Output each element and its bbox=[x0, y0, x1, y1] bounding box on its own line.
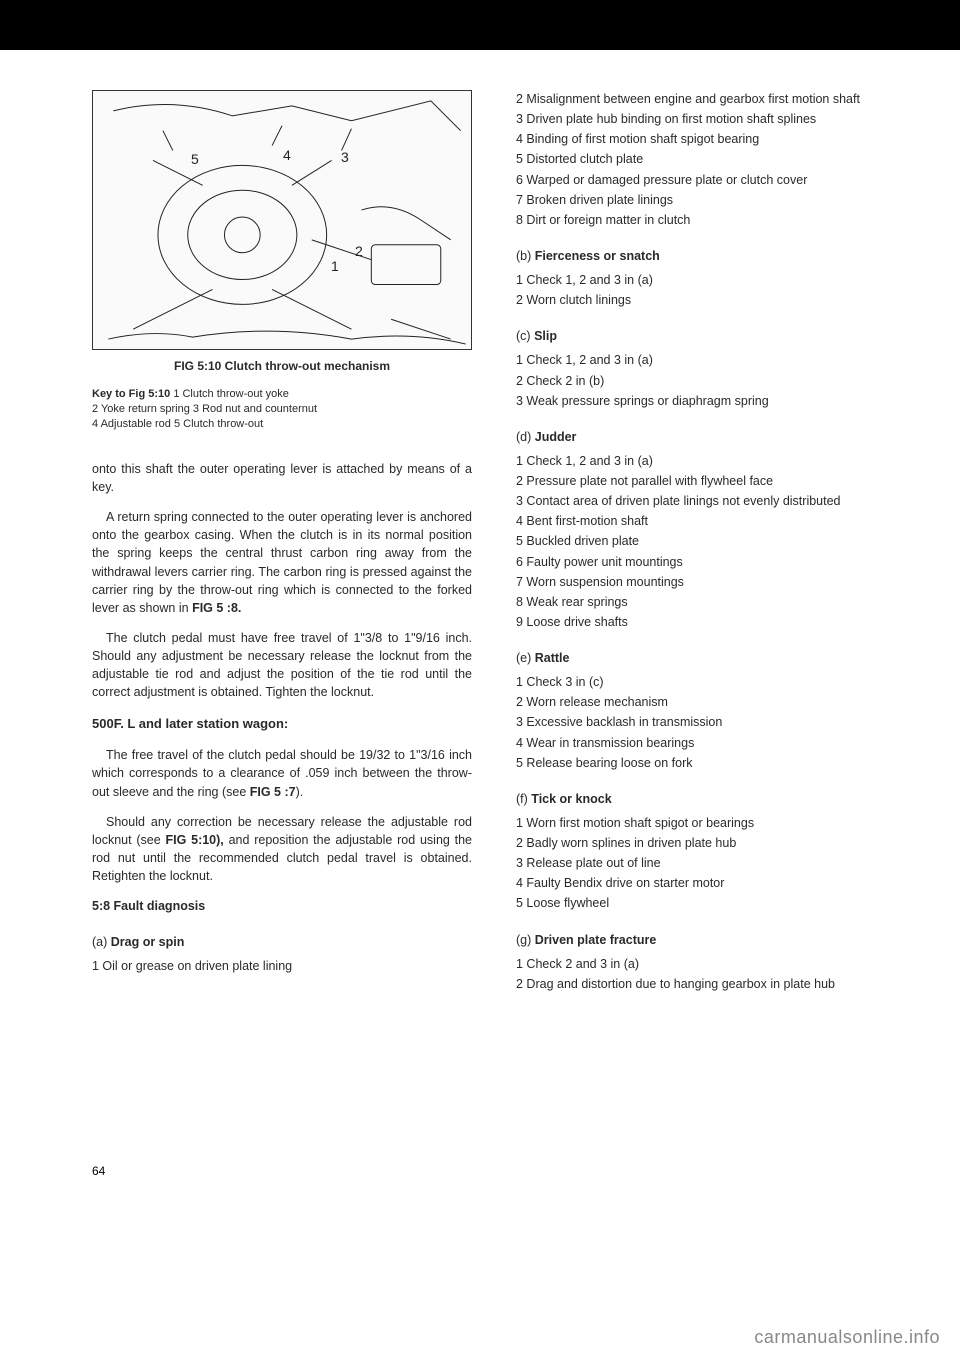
callout-1: 1 bbox=[331, 256, 339, 276]
callout-3: 3 bbox=[341, 147, 349, 167]
list-item: 3 Excessive backlash in transmission bbox=[516, 713, 896, 731]
list-item: 7 Worn suspension mountings bbox=[516, 573, 896, 591]
page-content: 5 4 3 2 1 FIG 5:10 Clutch throw-out mech… bbox=[0, 50, 960, 1025]
list-item: 9 Loose drive shafts bbox=[516, 613, 896, 631]
list-item: 1 Check 3 in (c) bbox=[516, 673, 896, 691]
callout-2: 2 bbox=[355, 241, 363, 261]
diag-e-prefix: (e) bbox=[516, 651, 535, 665]
diag-f-prefix: (f) bbox=[516, 792, 531, 806]
diag-g-prefix: (g) bbox=[516, 933, 535, 947]
clutch-sketch-svg bbox=[93, 91, 471, 349]
para-1: onto this shaft the outer operating leve… bbox=[92, 460, 472, 496]
callout-5: 5 bbox=[191, 149, 199, 169]
list-item: 1 Check 1, 2 and 3 in (a) bbox=[516, 351, 896, 369]
diag-f-list: 1 Worn first motion shaft spigot or bear… bbox=[516, 814, 896, 913]
figure-5-10-image: 5 4 3 2 1 bbox=[92, 90, 472, 350]
diag-g-title: Driven plate fracture bbox=[535, 933, 657, 947]
diag-a-head: (a) Drag or spin bbox=[92, 933, 472, 951]
diag-a-title: Drag or spin bbox=[111, 935, 185, 949]
list-item: 4 Bent first-motion shaft bbox=[516, 512, 896, 530]
para-2-figref: FIG 5 :8. bbox=[192, 601, 241, 615]
diag-e-list: 1 Check 3 in (c) 2 Worn release mechanis… bbox=[516, 673, 896, 772]
list-item: 2 Drag and distortion due to hanging gea… bbox=[516, 975, 896, 993]
list-item: 1 Check 1, 2 and 3 in (a) bbox=[516, 452, 896, 470]
list-item: 4 Wear in transmission bearings bbox=[516, 734, 896, 752]
diag-c-list: 1 Check 1, 2 and 3 in (a) 2 Check 2 in (… bbox=[516, 351, 896, 409]
diag-c-prefix: (c) bbox=[516, 329, 534, 343]
para-4-figref: FIG 5 :7 bbox=[250, 785, 296, 799]
figure-caption: FIG 5:10 Clutch throw-out mechanism bbox=[92, 358, 472, 375]
diag-f-title: Tick or knock bbox=[531, 792, 611, 806]
para-2: A return spring connected to the outer o… bbox=[92, 508, 472, 617]
list-item: 1 Check 1, 2 and 3 in (a) bbox=[516, 271, 896, 289]
para-5-figref: FIG 5:10), bbox=[166, 833, 224, 847]
list-item: 5 Buckled driven plate bbox=[516, 532, 896, 550]
top-black-bar bbox=[0, 0, 960, 50]
figure-key: Key to Fig 5:10 1 Clutch throw-out yoke2… bbox=[92, 387, 472, 432]
fault-diagnosis-head: 5:8 Fault diagnosis bbox=[92, 897, 472, 915]
list-item: 3 Weak pressure springs or diaphragm spr… bbox=[516, 392, 896, 410]
page-number: 64 bbox=[92, 1164, 105, 1178]
list-item: 2 Pressure plate not parallel with flywh… bbox=[516, 472, 896, 490]
list-item: 5 Release bearing loose on fork bbox=[516, 754, 896, 772]
list-item: 3 Release plate out of line bbox=[516, 854, 896, 872]
diag-e-title: Rattle bbox=[535, 651, 570, 665]
callout-4: 4 bbox=[283, 145, 291, 165]
diag-e-head: (e) Rattle bbox=[516, 649, 896, 667]
list-item: 5 Loose flywheel bbox=[516, 894, 896, 912]
list-item: 2 Check 2 in (b) bbox=[516, 372, 896, 390]
diag-c-title: Slip bbox=[534, 329, 557, 343]
para-4c: ). bbox=[296, 785, 304, 799]
list-item: 1 Oil or grease on driven plate lining bbox=[92, 957, 472, 975]
diag-b-title: Fierceness or snatch bbox=[535, 249, 660, 263]
right-column: 2 Misalignment between engine and gearbo… bbox=[516, 90, 896, 995]
list-item: 3 Contact area of driven plate linings n… bbox=[516, 492, 896, 510]
left-column: 5 4 3 2 1 FIG 5:10 Clutch throw-out mech… bbox=[92, 90, 472, 995]
list-item: 2 Worn release mechanism bbox=[516, 693, 896, 711]
list-item: 7 Broken driven plate linings bbox=[516, 191, 896, 209]
para-3: The clutch pedal must have free travel o… bbox=[92, 629, 472, 702]
list-item: 2 Misalignment between engine and gearbo… bbox=[516, 90, 896, 108]
diag-d-title: Judder bbox=[535, 430, 577, 444]
diag-a-prefix: (a) bbox=[92, 935, 111, 949]
diag-f-head: (f) Tick or knock bbox=[516, 790, 896, 808]
watermark: carmanualsonline.info bbox=[754, 1327, 940, 1348]
list-item: 5 Distorted clutch plate bbox=[516, 150, 896, 168]
diag-d-head: (d) Judder bbox=[516, 428, 896, 446]
list-item: 2 Worn clutch linings bbox=[516, 291, 896, 309]
para-5: Should any correction be necessary relea… bbox=[92, 813, 472, 886]
list-item: 8 Dirt or foreign matter in clutch bbox=[516, 211, 896, 229]
diag-g-head: (g) Driven plate fracture bbox=[516, 931, 896, 949]
list-item: 6 Faulty power unit mountings bbox=[516, 553, 896, 571]
diag-a-list: 1 Oil or grease on driven plate lining bbox=[92, 957, 472, 975]
list-item: 1 Worn first motion shaft spigot or bear… bbox=[516, 814, 896, 832]
diag-d-list: 1 Check 1, 2 and 3 in (a) 2 Pressure pla… bbox=[516, 452, 896, 631]
list-item: 8 Weak rear springs bbox=[516, 593, 896, 611]
diag-c-head: (c) Slip bbox=[516, 327, 896, 345]
para-2-text: A return spring connected to the outer o… bbox=[92, 510, 472, 615]
diag-a-list-continued: 2 Misalignment between engine and gearbo… bbox=[516, 90, 896, 229]
diag-d-prefix: (d) bbox=[516, 430, 535, 444]
diag-b-list: 1 Check 1, 2 and 3 in (a) 2 Worn clutch … bbox=[516, 271, 896, 309]
list-item: 6 Warped or damaged pressure plate or cl… bbox=[516, 171, 896, 189]
list-item: 3 Driven plate hub binding on first moti… bbox=[516, 110, 896, 128]
diag-g-list: 1 Check 2 and 3 in (a) 2 Drag and distor… bbox=[516, 955, 896, 993]
list-item: 4 Binding of first motion shaft spigot b… bbox=[516, 130, 896, 148]
section-500f-head: 500F. L and later station wagon: bbox=[92, 715, 472, 734]
list-item: 2 Badly worn splines in driven plate hub bbox=[516, 834, 896, 852]
diag-b-prefix: (b) bbox=[516, 249, 535, 263]
para-4: The free travel of the clutch pedal shou… bbox=[92, 746, 472, 800]
diag-b-head: (b) Fierceness or snatch bbox=[516, 247, 896, 265]
list-item: 1 Check 2 and 3 in (a) bbox=[516, 955, 896, 973]
list-item: 4 Faulty Bendix drive on starter motor bbox=[516, 874, 896, 892]
figure-key-label: Key to Fig 5:10 bbox=[92, 388, 170, 400]
